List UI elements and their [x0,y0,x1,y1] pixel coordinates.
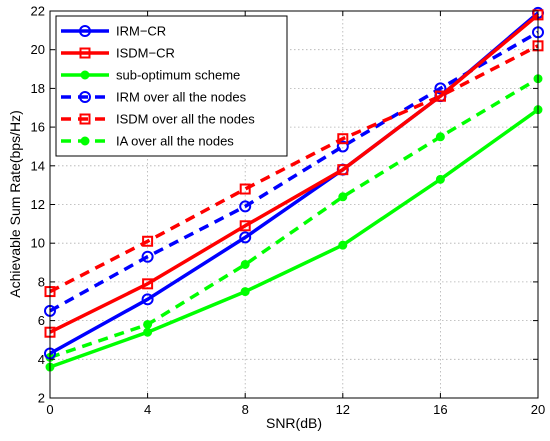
legend-marker [79,47,91,59]
legend-label: ISDM over all the nodes [116,112,255,127]
y-axis-label: Achievable Sum Rate(bps/Hz) [7,110,23,298]
data-point [240,259,250,269]
legend-marker [80,70,90,80]
data-point [337,164,349,176]
legend-item: IRM over all the nodes [61,90,247,105]
data-point [435,132,445,142]
data-point [337,133,349,145]
series-line [49,30,539,313]
data-point [435,174,445,184]
y-tick-label: 12 [31,197,45,212]
x-tick-label: 20 [531,402,545,417]
legend-label: sub-optimum scheme [116,68,240,83]
y-tick-label: 14 [31,158,45,173]
series-line [49,108,540,369]
legend-item: sub-optimum scheme [61,68,240,83]
legend-item: IA over all the nodes [61,134,234,149]
data-point [239,220,251,232]
series-layer [44,6,544,372]
legend-box [55,15,288,157]
x-tick-label: 8 [242,402,249,417]
x-tick-label: 12 [336,402,350,417]
y-tick-label: 22 [31,4,45,19]
data-point [142,278,154,290]
y-tick-label: 8 [38,274,45,289]
legend-label: IRM−CR [116,24,166,39]
x-tick-label: 4 [144,402,151,417]
y-tick-label: 2 [38,391,45,406]
x-axis-label: SNR(dB) [266,415,322,431]
data-point [141,293,154,306]
data-point [141,250,154,263]
data-point [143,319,153,329]
legend-label: IA over all the nodes [116,134,234,149]
y-tick-label: 20 [31,42,45,57]
legend-label: ISDM−CR [116,46,175,61]
y-tick-label: 16 [31,120,45,135]
data-point [239,183,251,195]
data-point [239,200,252,213]
legend-marker [79,113,91,125]
data-point [240,287,250,297]
legend: IRM−CR ISDM−CR sub-optimum scheme IRM over … [55,15,288,157]
y-tick-label: 6 [38,313,45,328]
data-point [143,327,153,337]
series-line [49,77,539,360]
series-line [49,13,540,334]
data-point [142,235,154,247]
x-tick-label: 16 [433,402,447,417]
legend-item: ISDM over all the nodes [61,112,255,127]
legend-marker [80,136,90,146]
series-line [49,44,539,294]
y-tick-label: 10 [31,236,45,251]
data-point [434,90,446,102]
y-tick-label: 4 [38,352,45,367]
data-point [336,140,349,153]
legend-label: IRM over all the nodes [116,90,247,105]
legend-item: IRM−CR [61,24,166,39]
data-point [338,192,348,202]
legend-item: ISDM−CR [61,46,175,61]
x-tick-label: 0 [46,402,53,417]
y-tick-label: 18 [31,81,45,96]
data-point [239,231,252,244]
data-point [434,82,447,95]
legend-marker [79,91,91,103]
data-point [338,240,348,250]
legend-marker [79,25,91,37]
